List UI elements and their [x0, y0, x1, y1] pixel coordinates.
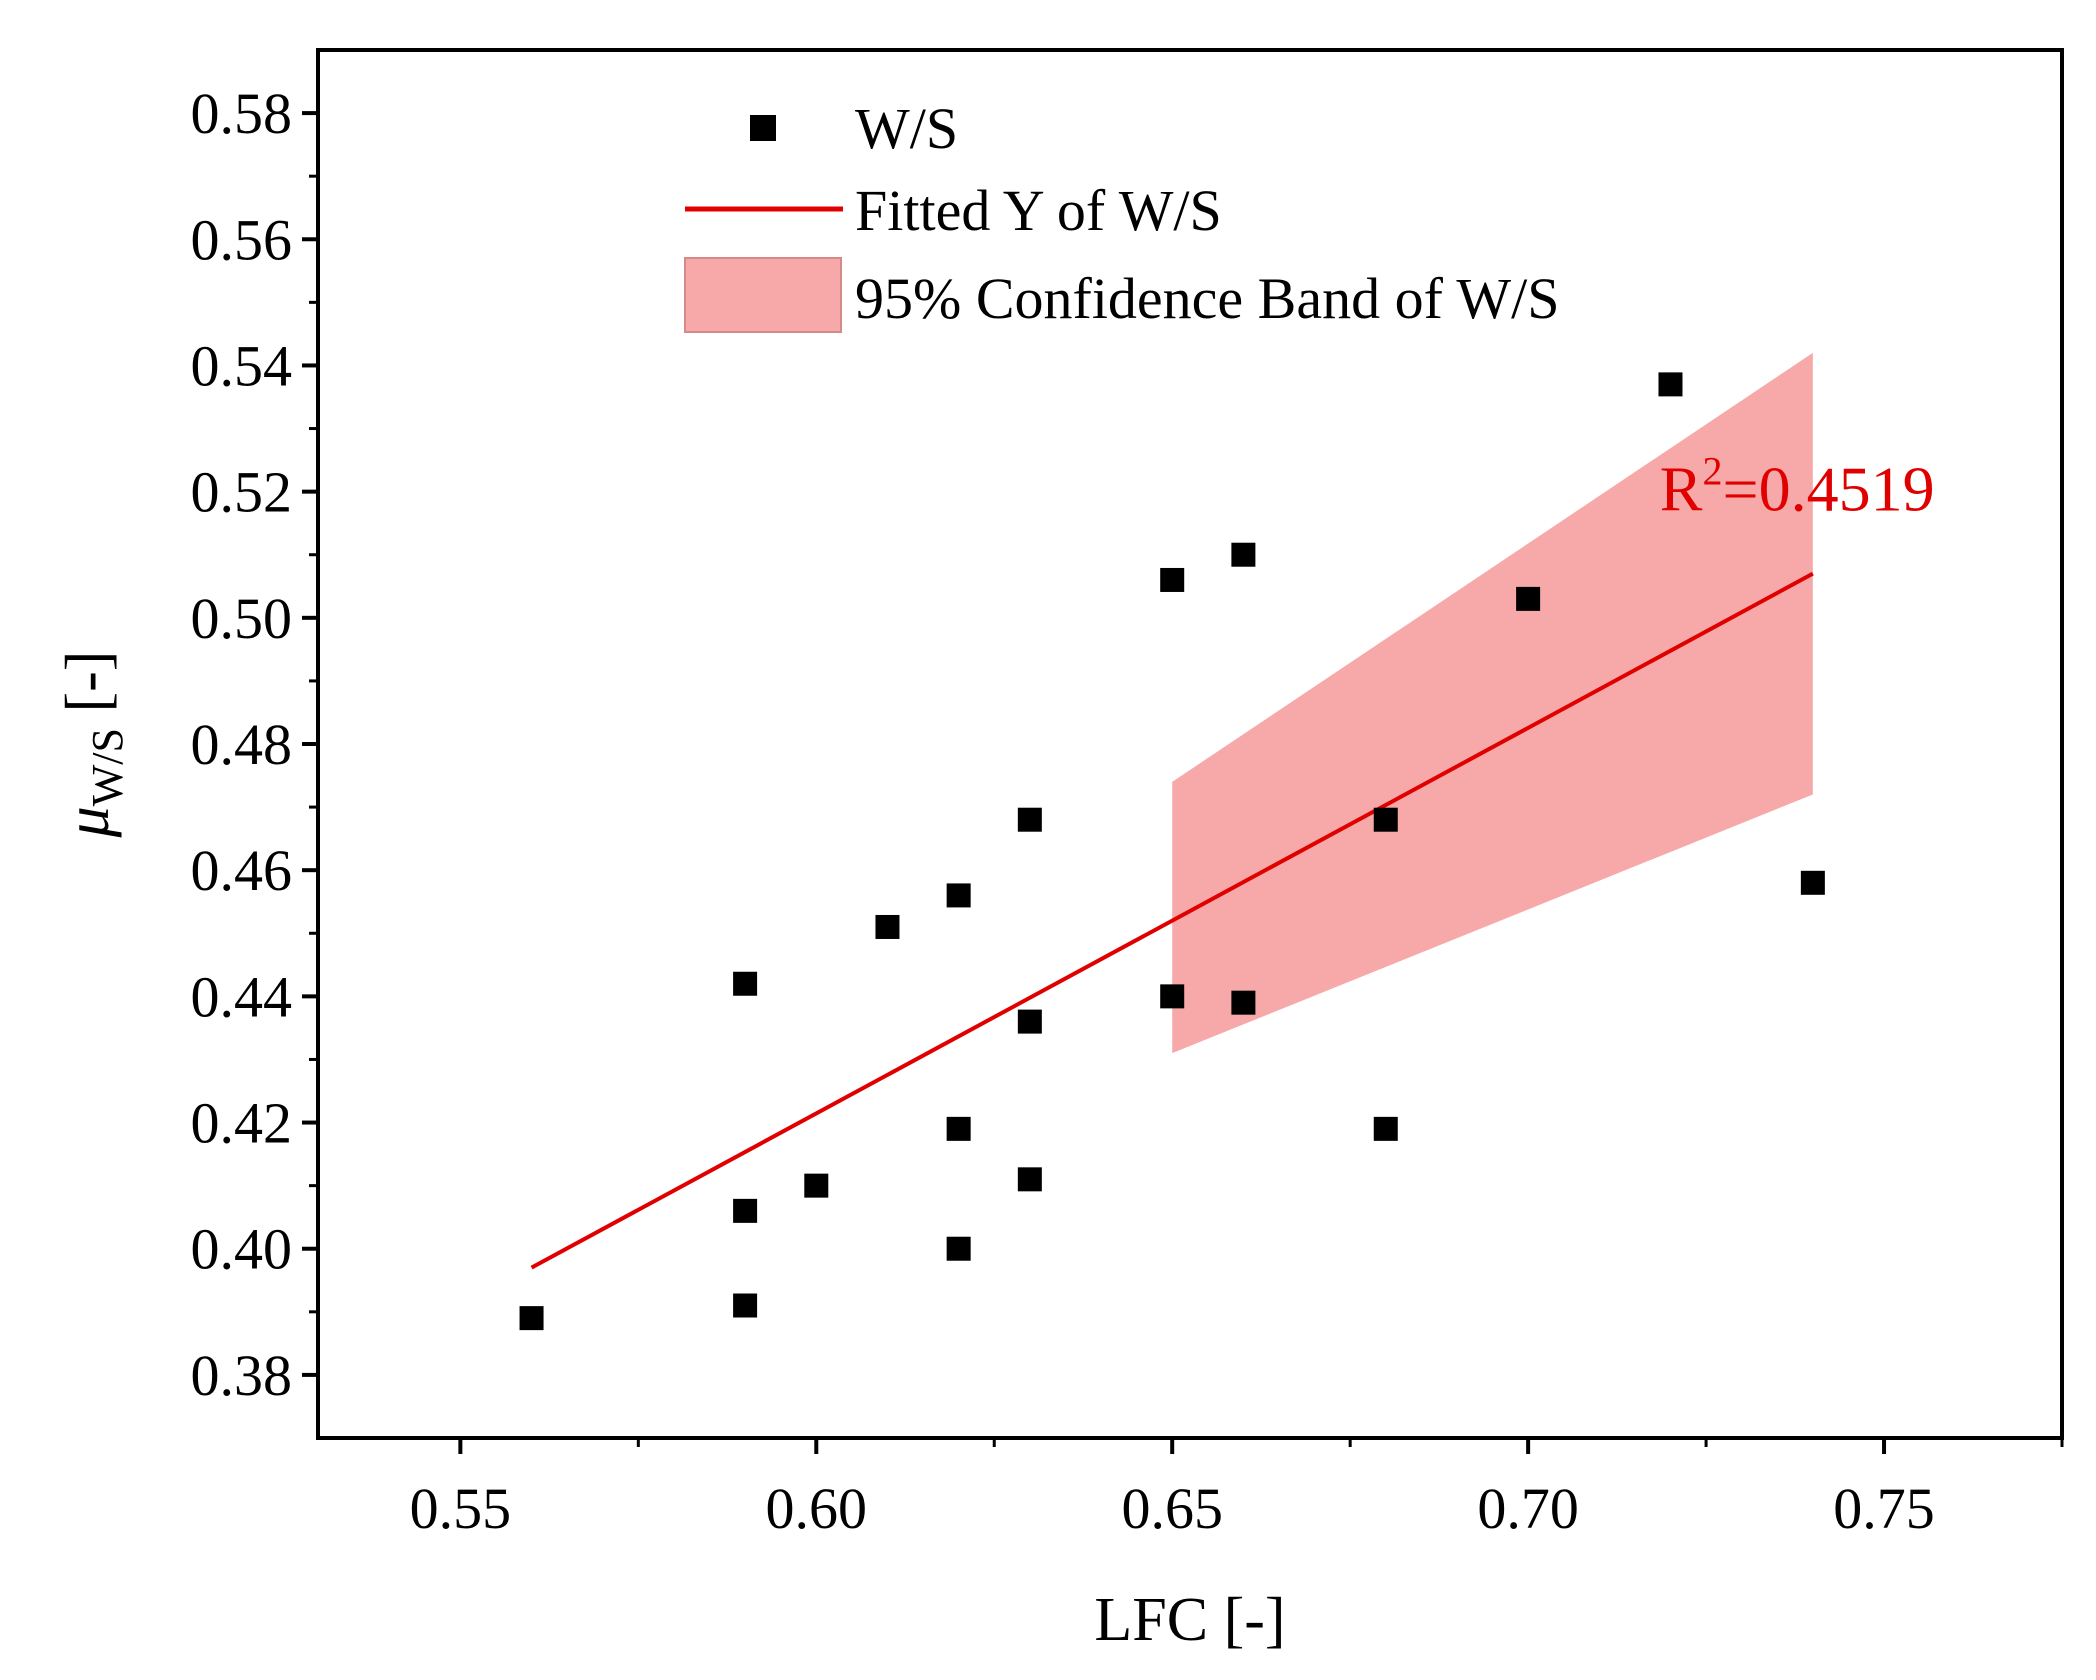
annotation-value: =0.4519	[1722, 454, 1934, 525]
data-point	[1231, 990, 1256, 1015]
data-point	[733, 971, 758, 996]
r-squared-annotation: R2=0.4519	[1660, 449, 1935, 525]
data-point	[733, 1293, 758, 1318]
y-axis-title: μW/S [-]	[54, 651, 132, 839]
y-tick-label: 0.54	[191, 333, 293, 398]
y-tick-label: 0.38	[191, 1343, 293, 1408]
x-axis-title: LFC [-]	[1094, 1586, 1285, 1654]
data-point	[946, 1116, 971, 1141]
x-tick-label: 0.65	[1121, 1476, 1223, 1541]
annotation-superscript: 2	[1702, 449, 1722, 494]
legend: W/S Fitted Y of W/S 95% Confidence Band of…	[684, 96, 1559, 333]
data-point	[733, 1198, 758, 1223]
y-tick-label: 0.56	[191, 207, 293, 272]
axes-layer	[302, 48, 2064, 1454]
y-tick-label: 0.44	[191, 964, 293, 1029]
data-point	[804, 1173, 829, 1198]
legend-label-band: 95% Confidence Band of W/S	[855, 266, 1559, 331]
y-axis-subscript: W/S	[83, 728, 132, 806]
fitted-line-layer	[530, 571, 1814, 1270]
x-tick-label: 0.60	[766, 1476, 868, 1541]
data-point	[1800, 870, 1825, 895]
data-point	[1373, 807, 1398, 832]
y-axis-symbol: μ	[54, 806, 122, 838]
y-tick-label: 0.48	[191, 712, 293, 777]
data-point	[519, 1306, 544, 1331]
data-point	[946, 1236, 971, 1261]
legend-marker-band	[684, 257, 842, 333]
data-points-layer	[519, 372, 1825, 1331]
confidence-band-layer	[1172, 352, 1813, 1054]
legend-label-fit: Fitted Y of W/S	[855, 178, 1222, 243]
y-tick-label: 0.46	[191, 838, 293, 903]
data-point	[1017, 807, 1042, 832]
data-point	[1373, 1116, 1398, 1141]
x-tick-label: 0.70	[1477, 1476, 1579, 1541]
data-point	[1017, 1167, 1042, 1192]
y-tick-label: 0.42	[191, 1091, 293, 1156]
y-tick-label: 0.50	[191, 586, 293, 651]
annotations: R2=0.4519	[1660, 449, 1935, 525]
data-point	[1658, 372, 1683, 397]
data-point	[1160, 567, 1185, 592]
y-tick-label: 0.52	[191, 460, 293, 525]
labels-layer: 0.55 0.60 0.65 0.70 0.75 0.38 0.40 0.42 0.44 0.46…	[54, 81, 1935, 1654]
annotation-base: R	[1660, 454, 1703, 525]
y-tick-label: 0.40	[191, 1217, 293, 1282]
y-axis-unit: [-]	[54, 651, 122, 728]
data-point	[1231, 542, 1256, 567]
data-point	[1160, 984, 1185, 1009]
legend-label-scatter: W/S	[855, 96, 958, 161]
confidence-band	[1172, 352, 1813, 1054]
data-point	[875, 914, 900, 939]
fitted-line	[530, 571, 1814, 1270]
x-tick-label: 0.75	[1833, 1476, 1935, 1541]
legend-marker-scatter	[750, 115, 776, 141]
data-point	[1017, 1009, 1042, 1034]
x-tick-label: 0.55	[410, 1476, 512, 1541]
y-tick-label: 0.58	[191, 81, 293, 146]
data-point	[1516, 586, 1541, 611]
data-point	[946, 883, 971, 908]
